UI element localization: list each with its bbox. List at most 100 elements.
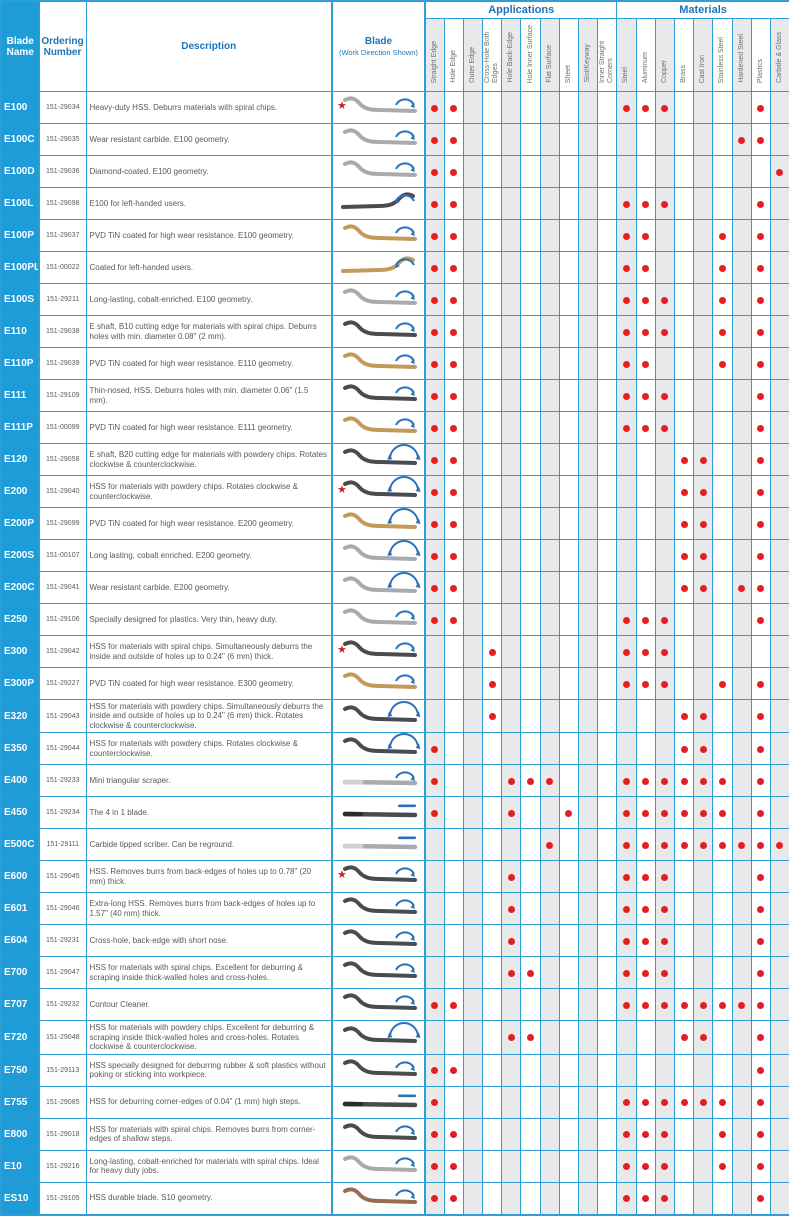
dot-cell-carbide-glass: [769, 123, 789, 156]
dot-cell-hole-inner-surface: [520, 155, 541, 188]
dot-cell-hole-back-edge: [501, 988, 522, 1022]
applicability-dot: [488, 713, 496, 721]
description: Mini triangular scraper.: [85, 764, 333, 798]
dot-cell-hardened-steel: [731, 732, 752, 766]
dot-cell-cast-iron: [693, 667, 714, 700]
ordering-number: 151-29085: [38, 1085, 87, 1119]
dot-cell-cross-hole-both-edges: [482, 956, 503, 990]
dot-cell-hole-inner-surface: [520, 1020, 541, 1055]
column-header-steel: Steel: [616, 18, 637, 92]
blade-image-cell: [331, 379, 426, 412]
dot-cell-flat-surface: [539, 251, 560, 284]
applicability-dot: [680, 584, 688, 592]
dot-cell-aluminum: [635, 411, 656, 444]
blade-image-cell: [331, 1085, 426, 1119]
dot-cell-hole-inner-surface: [520, 667, 541, 700]
dot-cell-outer-edge: [462, 571, 484, 604]
dot-cell-hardened-steel: [731, 347, 752, 380]
description: HSS for materials with spiral chips. Exc…: [85, 956, 333, 990]
dot-cell-flat-surface: [539, 219, 560, 252]
applicability-dot: [431, 745, 439, 753]
description: Cross-hole, back-edge with short nose.: [85, 924, 333, 958]
applicability-dot: [450, 232, 458, 240]
dot-cell-flat-surface: [539, 91, 560, 124]
dot-cell-slot-keyway: [577, 1085, 599, 1119]
dot-cell-inner-straight-corners: [597, 251, 618, 284]
dot-cell-hardened-steel: [731, 1181, 752, 1216]
applicability-dot: [699, 777, 707, 785]
dot-cell-outer-edge: [462, 1117, 484, 1151]
dot-cell-sheet: [558, 315, 580, 348]
ordering-number: 151-00022: [38, 251, 87, 284]
blade-name: E10: [0, 1149, 40, 1183]
dot-cell-outer-edge: [462, 860, 484, 894]
dot-cell-inner-straight-corners: [597, 475, 618, 508]
dot-cell-straight-edge: [424, 1181, 445, 1216]
table-row-E200C: E200C 151-29041 Wear resistant carbide. E2…: [0, 571, 789, 604]
applicability-dot: [642, 1195, 650, 1203]
table-row-E200: E200 151-29040 HSS for materials with powd…: [0, 475, 789, 508]
applicability-dot: [431, 104, 439, 112]
column-header-label: Cross-Hole Both Edges: [484, 31, 500, 83]
applicability-dot: [757, 584, 765, 592]
table-row-E120: E120 151-29058 E shaft, B20 cutting edge f…: [0, 443, 789, 476]
dot-cell-outer-edge: [462, 1020, 484, 1055]
dot-cell-slot-keyway: [577, 892, 599, 926]
dot-cell-plastics: [750, 91, 771, 124]
dot-cell-slot-keyway: [577, 571, 599, 604]
dot-cell-hole-back-edge: [501, 91, 522, 124]
dot-cell-flat-surface: [539, 732, 560, 766]
dot-cell-carbide-glass: [769, 698, 789, 734]
applicability-dot: [738, 136, 746, 144]
applicability-dot: [757, 232, 765, 240]
dot-cell-stainless-steel: [712, 1085, 733, 1119]
header-blade-subtitle: (Work Direction Shown): [338, 48, 419, 57]
applicability-dot: [431, 1131, 439, 1139]
dot-cell-outer-edge: [462, 1149, 484, 1183]
column-header-label: Straight Edge: [430, 40, 438, 83]
dot-cell-slot-keyway: [577, 123, 599, 156]
dot-cell-hole-edge: [443, 219, 464, 252]
description: HSS for materials with spiral chips. Sim…: [85, 635, 333, 668]
applicability-dot: [661, 809, 669, 817]
column-header-label: Copper: [660, 60, 668, 83]
dot-cell-hole-edge: [443, 475, 464, 508]
table-row-E100PL: E100PL 151-00022 Coated for left-handed us…: [0, 251, 789, 284]
table-row-E604: E604 151-29231 Cross-hole, back-edge with …: [0, 924, 789, 958]
blade-name: ES10: [0, 1181, 40, 1216]
blade-image-cell: [331, 732, 426, 766]
dot-cell-steel: [616, 796, 637, 830]
dot-cell-straight-edge: [424, 539, 445, 572]
dot-cell-cast-iron: [693, 732, 714, 766]
dot-cell-hole-back-edge: [501, 667, 522, 700]
dot-cell-hole-back-edge: [501, 1085, 522, 1119]
description: Contour Cleaner.: [85, 988, 333, 1022]
applicability-dot: [718, 360, 726, 368]
dot-cell-outer-edge: [462, 635, 484, 668]
dot-cell-carbide-glass: [769, 1117, 789, 1151]
ordering-number: 151-29111: [38, 828, 87, 862]
applicability-dot: [757, 1034, 765, 1042]
blade-photo: ★: [337, 640, 417, 657]
dot-cell-steel: [616, 571, 637, 604]
dot-cell-flat-surface: [539, 860, 560, 894]
blade-photo: [342, 700, 420, 722]
applicability-dot: [680, 1001, 688, 1009]
applicability-dot: [546, 777, 554, 785]
dot-cell-sheet: [558, 988, 580, 1022]
table-row-E200P: E200P 151-29099 PVD TiN coated for high we…: [0, 507, 789, 540]
dot-cell-hardened-steel: [731, 1149, 752, 1183]
dot-cell-flat-surface: [539, 411, 560, 444]
dot-cell-hardened-steel: [731, 539, 752, 572]
applicability-dot: [661, 1195, 669, 1203]
blade-photo: [342, 352, 417, 369]
dot-cell-plastics: [750, 1085, 771, 1119]
dot-cell-cast-iron: [693, 764, 714, 798]
applicability-dot: [661, 1163, 669, 1171]
dot-cell-steel: [616, 698, 637, 734]
dot-cell-sheet: [558, 539, 580, 572]
dot-cell-hole-edge: [443, 698, 464, 734]
applicability-dot: [699, 1099, 707, 1107]
dot-cell-inner-straight-corners: [597, 1053, 618, 1087]
dot-cell-aluminum: [635, 571, 656, 604]
